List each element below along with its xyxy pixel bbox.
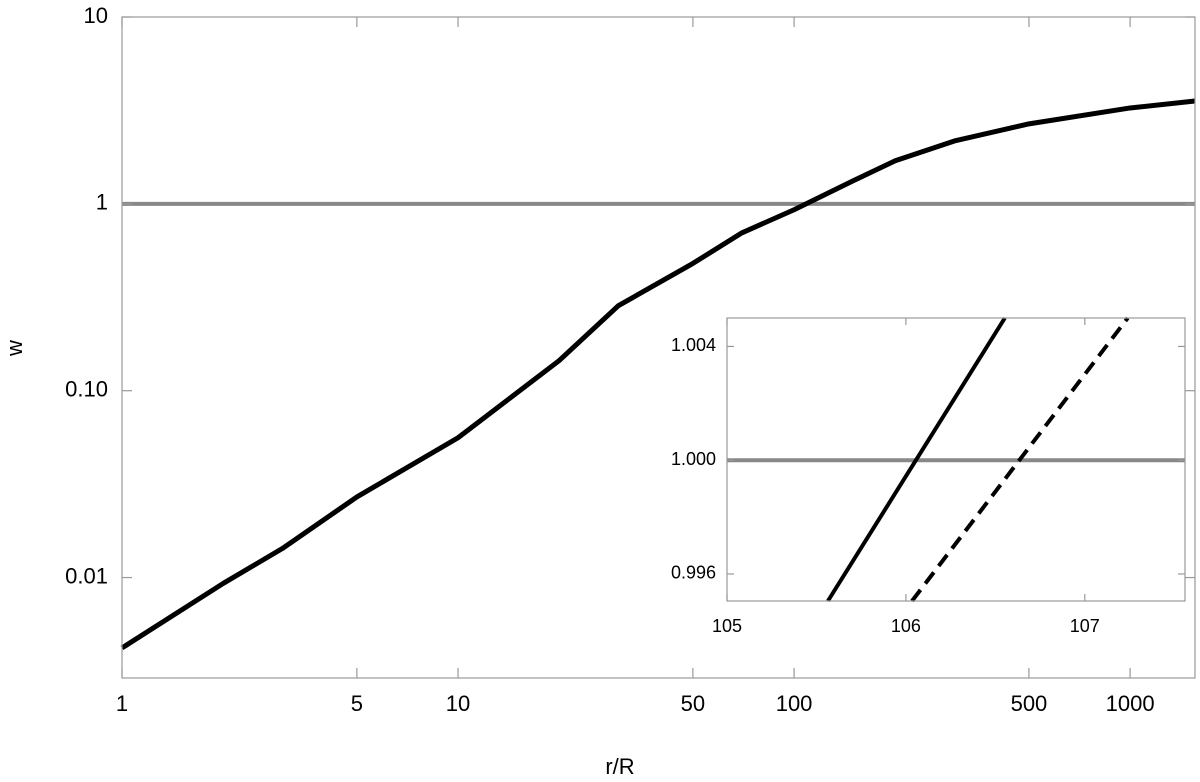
x-tick-label: 10 — [446, 691, 470, 716]
x-tick-label: 106 — [891, 616, 921, 636]
x-tick-label: 5 — [351, 691, 363, 716]
y-tick-label: 1 — [96, 190, 108, 215]
plot-main: 1 5 10 50 100 500 1000 0.01 0.10 1 10 — [65, 3, 1196, 716]
x-tick-label: 50 — [681, 691, 705, 716]
y-tick-label: 1.004 — [671, 335, 716, 355]
y-tick-label: 0.01 — [65, 563, 108, 588]
y-tick-label: 0.996 — [671, 563, 716, 583]
x-tick-label: 105 — [712, 616, 742, 636]
x-tick-label: 107 — [1070, 616, 1100, 636]
y-tick-label: 1.000 — [671, 449, 716, 469]
series-line — [826, 316, 1007, 603]
series-line — [120, 98, 1196, 651]
y-tick-label: 0.10 — [65, 377, 108, 402]
x-tick-label: 500 — [1011, 691, 1048, 716]
plot-inset: 105 106 107 0.996 1.000 1.004 — [671, 316, 1186, 636]
plot-frame — [726, 317, 1186, 602]
series-line — [910, 316, 1130, 603]
x-tick-label: 1 — [116, 691, 128, 716]
x-axis-label: r/R — [605, 754, 634, 779]
y-axis-label: w — [2, 340, 27, 357]
plot-frame — [121, 16, 1196, 679]
x-tick-label: 1000 — [1106, 691, 1155, 716]
y-tick-label: 10 — [84, 3, 108, 28]
x-tick-label: 100 — [776, 691, 813, 716]
